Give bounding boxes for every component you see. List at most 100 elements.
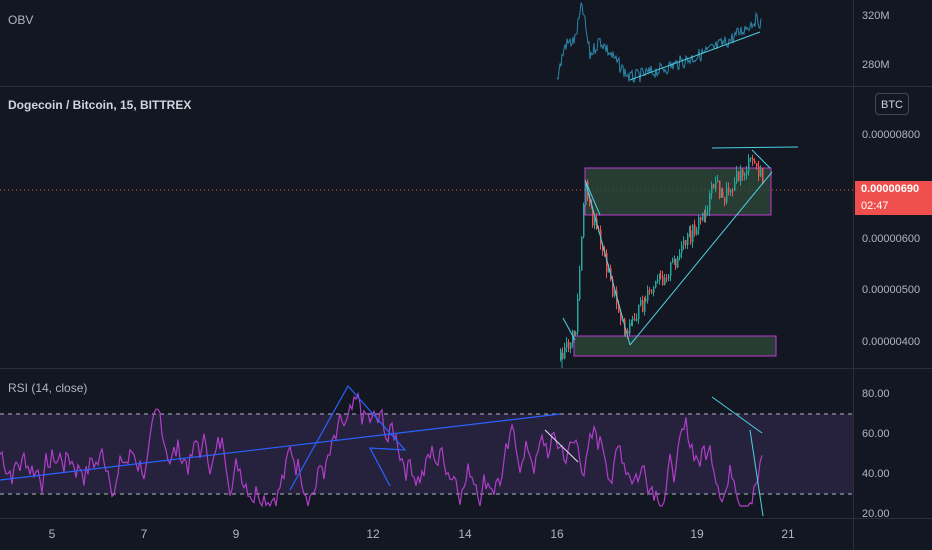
candle-body: [602, 244, 604, 252]
candle-body: [675, 258, 677, 268]
trendline-pullback[interactable]: [584, 179, 601, 216]
candle-body: [575, 331, 577, 335]
candle-body: [642, 300, 644, 312]
candle-body: [694, 224, 696, 235]
time-axis-label: 5: [48, 527, 56, 541]
candle-body: [744, 173, 746, 176]
candle-body: [715, 181, 717, 189]
obv-axis-label: 320M: [862, 10, 890, 22]
candle-body: [683, 240, 685, 245]
candle-body: [668, 275, 670, 279]
candle-body: [659, 276, 661, 281]
candle-body: [750, 157, 752, 159]
candle-body: [717, 180, 719, 182]
candle-body: [577, 298, 579, 332]
candle-body: [726, 187, 728, 203]
rsi-trendline-drop[interactable]: [749, 429, 764, 517]
candle-body: [662, 276, 664, 286]
trendline-top-down[interactable]: [751, 149, 771, 169]
candle-body: [760, 168, 762, 177]
candle-body: [653, 287, 655, 293]
time-axis-label: 19: [690, 527, 704, 541]
candle-body: [705, 211, 707, 218]
time-axis-label: 12: [366, 527, 380, 541]
candle-body: [670, 262, 672, 276]
candle-body: [579, 270, 581, 299]
candle-body: [736, 171, 738, 183]
candle-body: [681, 244, 683, 253]
candle-body: [647, 290, 649, 301]
obv-main-separator[interactable]: [0, 86, 932, 87]
obv-label[interactable]: OBV: [8, 13, 34, 27]
trendline-rising-support[interactable]: [629, 171, 773, 346]
candle-body: [762, 168, 764, 185]
candle-body: [730, 190, 732, 193]
trendline-drop[interactable]: [584, 179, 631, 346]
candle-body: [651, 290, 653, 293]
candle-body: [696, 229, 698, 235]
candle-body: [677, 257, 679, 268]
candle-body: [719, 180, 721, 198]
candle-body: [636, 319, 638, 321]
candle-body: [666, 278, 668, 280]
trendline-top[interactable]: [711, 146, 799, 149]
candle-body: [672, 259, 674, 263]
candle-body: [711, 184, 713, 194]
candles-group: [560, 154, 764, 362]
time-axis-label: 16: [550, 527, 564, 541]
candle-body: [634, 318, 636, 321]
rsi-label[interactable]: RSI (14, close): [8, 381, 88, 395]
time-axis-label: 14: [458, 527, 472, 541]
candle-body: [700, 217, 702, 221]
support-box[interactable]: [573, 335, 777, 357]
rsi-trendline-pattern[interactable]: [289, 384, 407, 491]
rsi-axis-label: 80.00: [862, 388, 890, 400]
symbol-title[interactable]: Dogecoin / Bitcoin, 15, BITTREX: [8, 98, 192, 112]
currency-button[interactable]: BTC: [875, 93, 909, 115]
candle-body: [738, 171, 740, 182]
obv-axis-label: 280M: [862, 59, 890, 71]
candle-body: [566, 341, 568, 348]
candle-body: [644, 298, 646, 312]
main-rsi-separator[interactable]: [0, 368, 932, 369]
candle-body: [689, 230, 691, 235]
candle-body: [574, 330, 576, 335]
candle-body: [570, 342, 572, 349]
time-axis-label: 7: [140, 527, 148, 541]
candle-body: [674, 258, 676, 260]
candle-body: [583, 204, 585, 237]
candle-body: [645, 298, 647, 301]
candle-body: [679, 252, 681, 258]
candle-body: [614, 290, 616, 296]
rsi-trendline-long[interactable]: [0, 413, 561, 481]
candle-countdown: 02:47: [855, 198, 932, 215]
rsi-time-separator: [0, 518, 932, 519]
rsi-trendline-divergence[interactable]: [711, 396, 763, 434]
candle-body: [709, 193, 711, 211]
candle-body: [657, 280, 659, 282]
candle-body: [702, 212, 704, 221]
candle-body: [620, 312, 622, 321]
rsi-line: [0, 391, 763, 508]
candle-body: [591, 205, 593, 209]
trendline-small[interactable]: [562, 317, 576, 341]
candle-body: [638, 304, 640, 320]
candle-body: [612, 279, 614, 296]
candle-body: [618, 304, 620, 313]
rsi-band: [0, 414, 853, 494]
candle-body: [734, 182, 736, 191]
rsi-trendline-white[interactable]: [544, 429, 579, 463]
candle-body: [746, 171, 748, 174]
rsi-axis-label: 20.00: [862, 508, 890, 520]
candle-body: [704, 212, 706, 218]
candle-body: [627, 330, 629, 334]
candle-body: [758, 166, 760, 177]
candle-body: [564, 347, 566, 359]
candle-body: [594, 218, 596, 226]
candle-body: [660, 276, 662, 278]
candle-body: [687, 234, 689, 245]
obv-trendline[interactable]: [629, 31, 761, 81]
candle-body: [698, 217, 700, 230]
time-axis-label: 21: [781, 527, 795, 541]
